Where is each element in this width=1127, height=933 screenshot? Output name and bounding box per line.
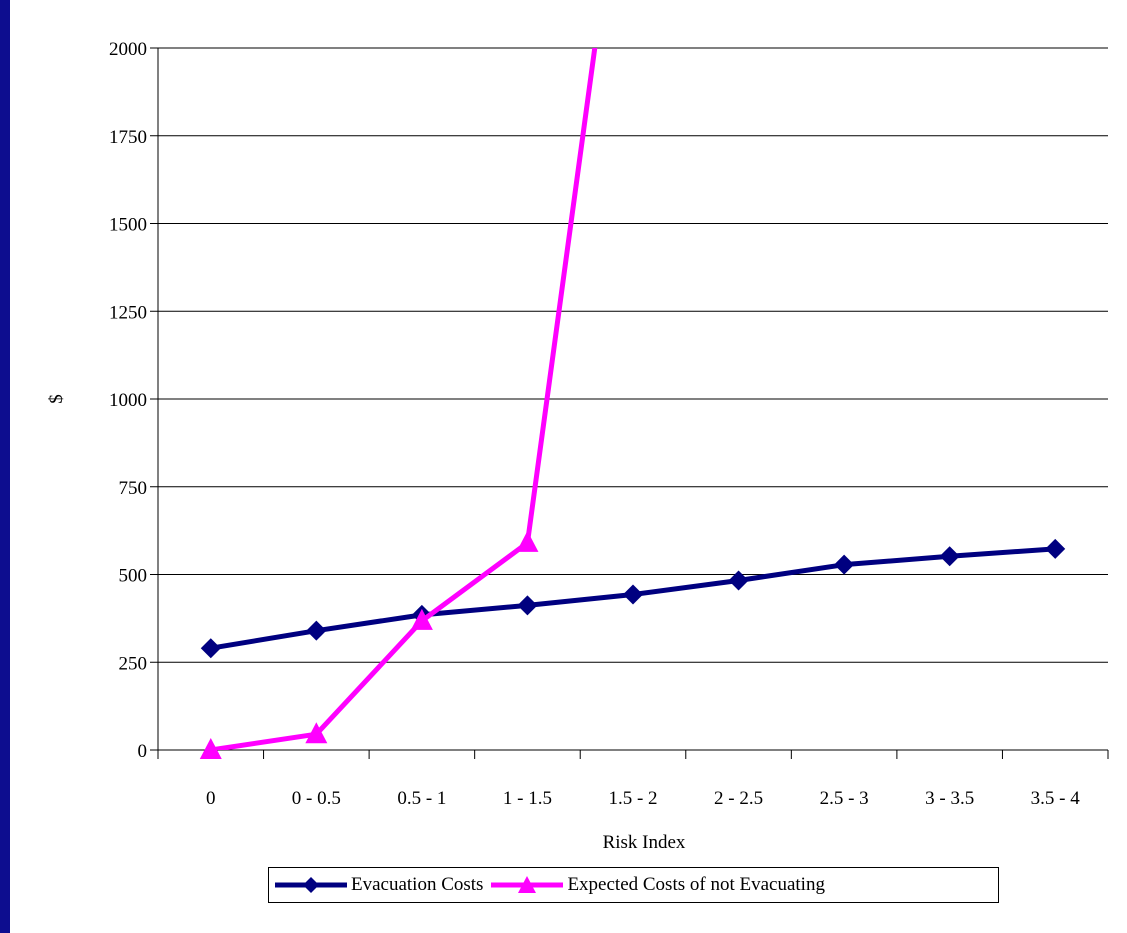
legend-diamond-line-icon	[275, 877, 347, 893]
legend-label-evacuation-costs: Evacuation Costs	[351, 874, 484, 895]
data-point-diamond	[200, 638, 221, 659]
y-tick-label: 2000	[109, 39, 147, 60]
x-axis-title: Risk Index	[603, 832, 686, 853]
x-tick-label: 1.5 - 2	[608, 788, 657, 809]
x-tick-labels: 0 0 - 0.5 0.5 - 1 1 - 1.5 1.5 - 2 2 - 2.5 2.5 …	[206, 788, 1080, 809]
data-point-diamond	[939, 546, 960, 567]
x-tick-label: 2 - 2.5	[714, 788, 763, 809]
y-tick-label: 0	[138, 741, 148, 762]
y-axis-title: $	[46, 394, 67, 404]
x-tick-label: 0 - 0.5	[292, 788, 341, 809]
legend: Evacuation Costs Expected Costs of not E…	[268, 867, 999, 903]
y-tick-label: 1000	[109, 390, 147, 411]
y-tick-label: 1750	[109, 127, 147, 148]
gridlines	[158, 47, 1108, 663]
x-tick-label: 2.5 - 3	[820, 788, 869, 809]
x-tick-label: 0	[206, 788, 216, 809]
y-tick-label: 500	[119, 566, 148, 587]
axes	[150, 47, 1109, 759]
data-point-triangle	[516, 530, 539, 552]
series-1	[199, 48, 598, 759]
y-tick-label: 1500	[109, 215, 147, 236]
legend-label-expected-costs: Expected Costs of not Evacuating	[567, 874, 825, 895]
legend-item-expected-costs: Expected Costs of not Evacuating	[491, 874, 825, 896]
legend-triangle-line-icon	[491, 876, 564, 893]
x-tick-label: 3 - 3.5	[925, 788, 974, 809]
series-layer	[199, 48, 1066, 759]
data-point-diamond	[623, 584, 643, 605]
x-tick-label: 0.5 - 1	[397, 788, 446, 809]
data-point-triangle	[410, 608, 433, 630]
x-tick-label: 1 - 1.5	[503, 788, 552, 809]
data-point-diamond	[1045, 538, 1066, 559]
data-point-triangle	[305, 722, 328, 744]
y-tick-label: 750	[119, 478, 148, 499]
series-0	[200, 538, 1066, 659]
x-tick-label: 3.5 - 4	[1031, 788, 1081, 809]
data-point-diamond	[834, 554, 855, 575]
data-point-diamond	[306, 620, 327, 641]
y-tick-labels: 0 250 500 750 1000 1250 1500 1750 2000	[109, 39, 147, 762]
data-point-triangle	[199, 738, 222, 759]
data-point-diamond	[517, 595, 538, 616]
data-point-diamond	[728, 570, 749, 591]
y-tick-label: 1250	[109, 302, 147, 323]
legend-item-evacuation-costs: Evacuation Costs	[275, 874, 483, 896]
y-tick-label: 250	[119, 653, 148, 674]
